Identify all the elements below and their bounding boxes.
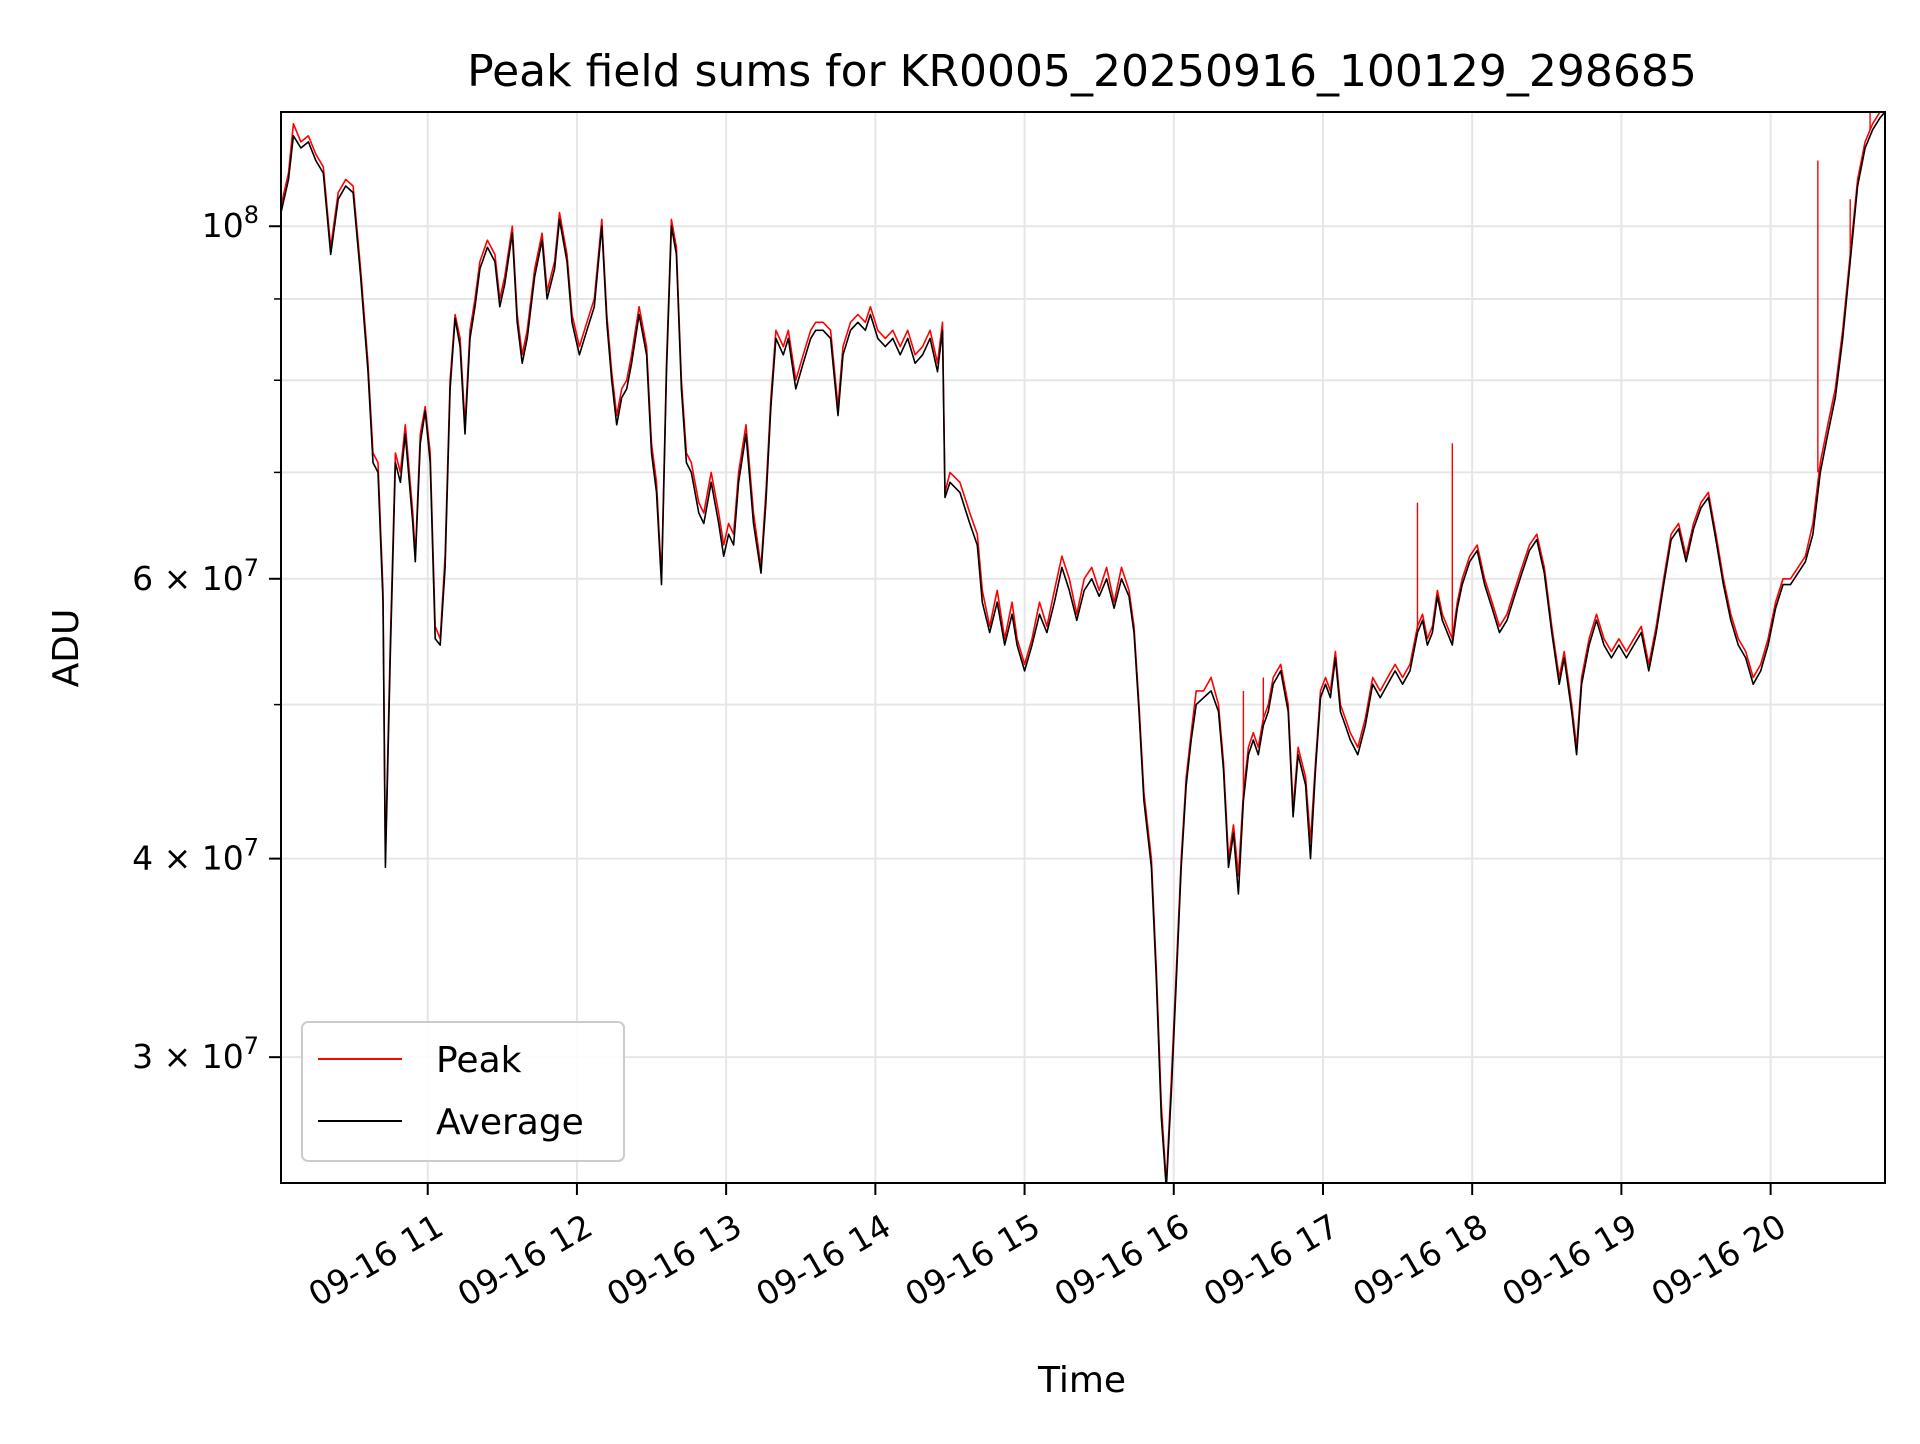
legend-box: [301, 1021, 625, 1162]
peak-spikes: [1242, 112, 1871, 801]
y-tick-label: 6 × 107: [132, 554, 259, 598]
legend-label-average: Average: [436, 1102, 584, 1143]
x-tick-label: 09-16 16: [1048, 1206, 1196, 1314]
x-tick-label: 09-16 17: [1197, 1206, 1345, 1314]
x-axis-label: Time: [1037, 1360, 1126, 1401]
series-line-average: [281, 112, 1885, 1183]
y-tick-label: 4 × 107: [132, 834, 259, 878]
x-tick-label: 09-16 19: [1495, 1206, 1643, 1314]
chart-title: Peak field sums for KR0005_20250916_1001…: [467, 46, 1697, 97]
x-tick-label: 09-16 20: [1645, 1206, 1793, 1314]
legend-label-peak: Peak: [436, 1040, 522, 1081]
y-tick-label: 3 × 107: [132, 1032, 259, 1076]
y-axis-label: ADU: [46, 609, 87, 688]
x-tick-label: 09-16 11: [302, 1206, 450, 1314]
legend: Peak Average: [301, 1021, 625, 1162]
x-tick-label: 09-16 12: [451, 1206, 599, 1314]
x-tick-label: 09-16 18: [1346, 1206, 1494, 1314]
y-tick-label: 108: [202, 201, 259, 245]
plot-frame: [280, 111, 1886, 1184]
series-lines: [281, 112, 1885, 1183]
y-axis: 3 × 107 4 × 107 6 × 107 108: [132, 201, 281, 1076]
x-axis: 09-16 11 09-16 12 09-16 13 09-16 14 09-16 15…: [302, 1183, 1793, 1314]
x-tick-label: 09-16 13: [600, 1206, 748, 1314]
x-tick-label: 09-16 14: [749, 1206, 897, 1314]
x-tick-label: 09-16 15: [899, 1206, 1047, 1314]
